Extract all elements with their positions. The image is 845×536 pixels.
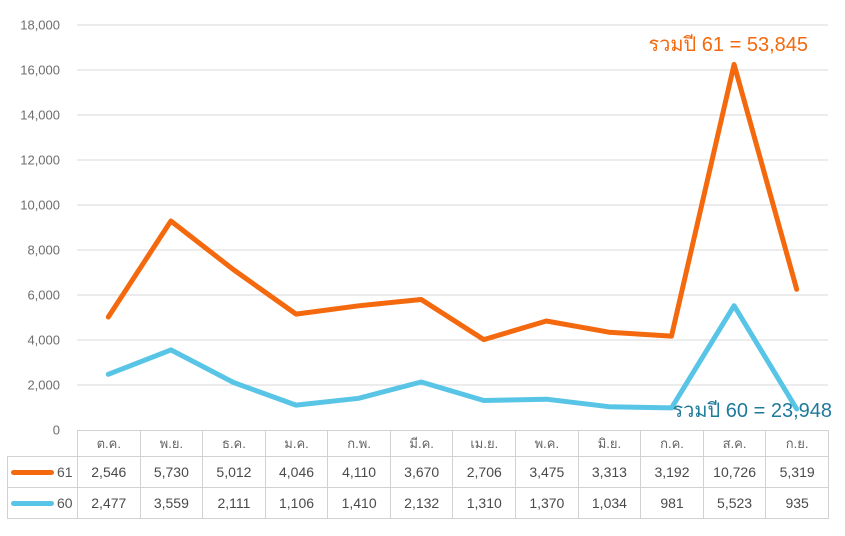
table-cell: 2,546 [77,456,141,488]
month-header: ส.ค. [702,430,767,457]
table-cell: 1,370 [515,487,579,519]
y-axis-tick-label: 2,000 [27,378,60,393]
table-cell: 5,523 [702,487,767,519]
legend-cell-60: 60 [7,487,78,519]
month-header: ธ.ค. [202,430,266,457]
month-header: ม.ค. [264,430,329,457]
month-header: พ.ค. [515,430,579,457]
table-body: 61 2,546 5,730 5,012 4,046 4,110 3,670 2,706 3,4… [7,456,829,519]
month-header: เม.ย. [452,430,517,457]
table-cell: 3,559 [139,487,204,519]
table-cell: 3,192 [640,456,704,488]
legend-key-61: 61 [9,464,77,480]
table-header-row: ต.ค. พ.ย. ธ.ค. ม.ค. ก.พ. มี.ค. เม.ย. พ.ค. มิ.ย. ก… [8,430,829,457]
table-cell: 3,670 [389,456,454,488]
series-line-60 [105,303,800,412]
month-header: พ.ย. [139,430,204,457]
table-cell: 5,319 [765,456,829,488]
table-cell: 10,726 [702,456,767,488]
table-header: ต.ค. พ.ย. ธ.ค. ม.ค. ก.พ. มี.ค. เม.ย. พ.ค. มิ.ย. ก… [8,430,829,457]
y-axis-tick-label: 0 [53,423,60,438]
line-chart: 0 2,000 4,000 6,000 8,000 10,000 12,000 14,000 1… [20,18,828,438]
table-cell: 3,313 [577,456,642,488]
month-header: ต.ค. [77,430,141,457]
y-axis-tick-label: 14,000 [20,108,60,123]
month-header: ก.ค. [640,430,704,457]
y-axis-tick-label: 8,000 [27,243,60,258]
legend-line-icon-61 [11,469,54,475]
data-table: ต.ค. พ.ย. ธ.ค. ม.ค. ก.พ. มี.ค. เม.ย. พ.ค. มิ.ย. ก… [7,430,829,519]
table-cell: 2,477 [77,487,141,519]
month-header: มิ.ย. [577,430,642,457]
table-cell: 5,012 [202,456,266,488]
legend-label-61: 61 [57,464,73,480]
table-cell: 4,110 [327,456,391,488]
table-cell: 2,111 [202,487,266,519]
table-cell: 1,034 [577,487,642,519]
month-header: ก.ย. [765,430,829,457]
table-cell: 2,706 [452,456,517,488]
legend-label-60: 60 [57,495,73,511]
table-corner-stub [8,431,78,457]
table-row-61: 61 2,546 5,730 5,012 4,046 4,110 3,670 2,706 3,4… [7,456,829,488]
month-header: มี.ค. [389,430,454,457]
legend-line-icon-60 [11,500,54,506]
y-axis-tick-label: 6,000 [27,288,60,303]
table-cell: 1,106 [264,487,329,519]
annotation-total-60: รวมปี 60 = 23,948 [672,400,832,422]
table-cell: 2,132 [389,487,454,519]
table-row-60: 60 2,477 3,559 2,111 1,106 1,410 2,132 1,310 1,3… [7,487,829,519]
series-line-61 [105,61,800,343]
table-cell: 935 [765,487,829,519]
table-cell: 5,730 [139,456,204,488]
y-axis-tick-label: 16,000 [20,63,60,78]
y-axis-tick-label: 10,000 [20,198,60,213]
legend-key-60: 60 [9,495,77,511]
month-header: ก.พ. [327,430,391,457]
y-axis-tick-label: 4,000 [27,333,60,348]
table-cell: 4,046 [264,456,329,488]
table-cell: 1,310 [452,487,517,519]
legend-cell-61: 61 [7,456,78,488]
y-axis-tick-label: 12,000 [20,153,60,168]
annotation-total-61: รวมปี 61 = 53,845 [648,34,808,56]
table-cell: 3,475 [515,456,579,488]
y-axis-tick-label: 18,000 [20,18,60,33]
table-cell: 1,410 [327,487,391,519]
table-cell: 981 [640,487,704,519]
